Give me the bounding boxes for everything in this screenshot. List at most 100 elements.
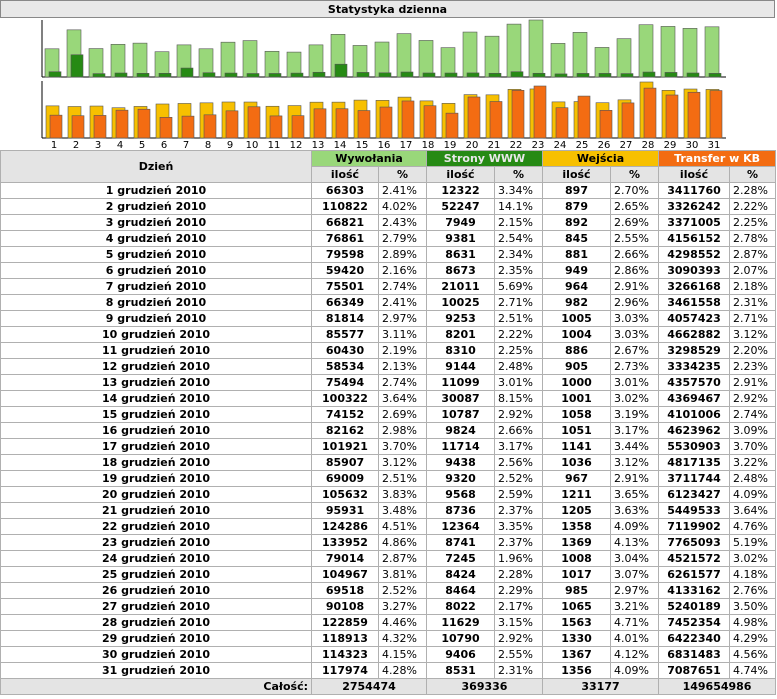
count-cell: 75494 [311,374,379,391]
bar-strony [554,73,568,78]
table-row: 17 grudzień 2010 101921 3.70% 11714 3.17% 114… [0,438,777,455]
pct-cell: 2.91% [729,374,777,391]
table-row: 7 grudzień 2010 75501 2.74% 21011 5.69% 964 2.… [0,278,777,295]
pct-cell: 2.66% [494,422,543,439]
header-wywolania: Wywołania [311,150,427,167]
pct-cell: 2.74% [729,406,777,423]
pct-cell: 3.01% [609,374,660,391]
pct-cell: 3.12% [378,454,427,471]
count-cell: 117974 [311,662,379,679]
bar-strony [290,72,304,78]
bar-wywolania [440,47,456,78]
day-cell: 1 grudzień 2010 [0,182,312,199]
day-cell: 30 grudzień 2010 [0,646,312,663]
bar-strony [466,72,480,78]
count-cell: 124286 [311,518,379,535]
count-cell: 4156152 [658,230,731,247]
bar-transfer [467,96,481,139]
pct-cell: 3.81% [378,566,427,583]
bar-transfer [709,90,723,139]
pct-cell: 2.91% [609,278,660,295]
day-cell: 20 grudzień 2010 [0,486,312,503]
count-cell: 81814 [311,310,379,327]
subheader-pct: % [378,166,427,183]
bar-transfer [181,115,195,139]
count-cell: 1205 [542,502,611,519]
count-cell: 66349 [311,294,379,311]
bar-wywolania [660,26,676,78]
count-cell: 3266168 [658,278,731,295]
bar-strony [70,54,84,78]
bar-wywolania [594,47,610,78]
pct-cell: 2.25% [729,214,777,231]
table-row: 31 grudzień 2010 117974 4.28% 8531 2.31% 1356… [0,662,777,679]
bar-transfer [577,95,591,139]
count-cell: 8201 [426,326,495,343]
pct-cell: 2.18% [729,278,777,295]
day-cell: 28 grudzień 2010 [0,614,312,631]
pct-cell: 2.73% [609,358,660,375]
pct-cell: 2.59% [494,486,543,503]
table-row: 3 grudzień 2010 66821 2.43% 7949 2.15% 892 2.6… [0,214,777,231]
count-cell: 982 [542,294,611,311]
pct-cell: 2.48% [494,358,543,375]
subheader-count: ilość [426,166,495,183]
count-cell: 3090393 [658,262,731,279]
count-cell: 3298529 [658,342,731,359]
count-cell: 95931 [311,502,379,519]
bar-strony [532,72,546,78]
pct-cell: 2.86% [609,262,660,279]
header-transfer: Transfer w KB [658,150,777,167]
bar-strony [158,73,172,78]
day-cell: 25 grudzień 2010 [0,566,312,583]
pct-cell: 2.55% [609,230,660,247]
count-cell: 76861 [311,230,379,247]
day-cell: 23 grudzień 2010 [0,534,312,551]
bar-strony [356,72,370,78]
bar-transfer [423,105,437,139]
count-cell: 845 [542,230,611,247]
bar-strony [312,71,326,78]
bar-transfer [269,115,283,139]
table-row: 19 grudzień 2010 69009 2.51% 9320 2.52% 967 2.… [0,470,777,487]
count-cell: 10787 [426,406,495,423]
count-cell: 881 [542,246,611,263]
x-tick-label: 4 [117,140,123,150]
bar-strony [202,72,216,78]
day-cell: 24 grudzień 2010 [0,550,312,567]
pct-cell: 3.09% [729,422,777,439]
x-tick-label: 12 [290,140,303,150]
bar-strony [620,73,634,78]
bar-transfer [379,106,393,139]
count-cell: 100322 [311,390,379,407]
count-cell: 8424 [426,566,495,583]
pct-cell: 4.32% [378,630,427,647]
pct-cell: 3.27% [378,598,427,615]
count-cell: 3326242 [658,198,731,215]
count-cell: 4662882 [658,326,731,343]
count-cell: 30087 [426,390,495,407]
day-cell: 4 grudzień 2010 [0,230,312,247]
bar-transfer [643,87,657,139]
pct-cell: 2.91% [609,470,660,487]
bar-strony [246,73,260,78]
bar-strony [576,73,590,78]
table-row: 10 grudzień 2010 85577 3.11% 8201 2.22% 1004 3… [0,326,777,343]
pct-cell: 4.01% [609,630,660,647]
pct-cell: 2.22% [729,198,777,215]
day-cell: 15 grudzień 2010 [0,406,312,423]
x-tick-label: 3 [95,140,101,150]
count-cell: 66303 [311,182,379,199]
pct-cell: 5.19% [729,534,777,551]
bar-strony [686,72,700,78]
x-tick-label: 30 [686,140,699,150]
pct-cell: 2.52% [378,582,427,599]
count-cell: 85907 [311,454,379,471]
day-cell: 14 grudzień 2010 [0,390,312,407]
pct-cell: 4.51% [378,518,427,535]
x-tick-label: 9 [227,140,233,150]
pct-cell: 2.92% [494,406,543,423]
table-row: 12 grudzień 2010 58534 2.13% 9144 2.48% 905 2.… [0,358,777,375]
count-cell: 892 [542,214,611,231]
header-wejscia: Wejścia [541,150,660,167]
